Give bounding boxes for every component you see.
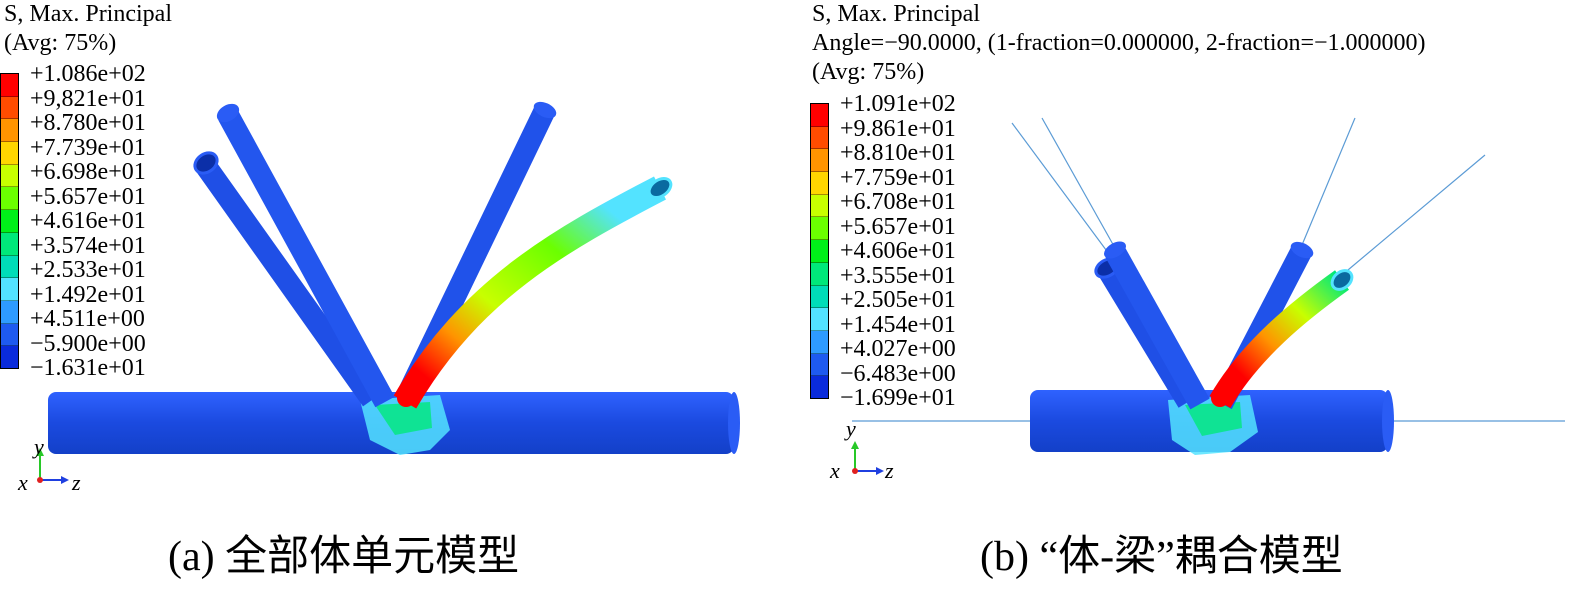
axis-z-label: z [885, 458, 894, 483]
legend-value: +4.606e+01 [840, 238, 956, 264]
legend-swatch [811, 285, 828, 309]
legend-swatch [1, 164, 18, 188]
legend-value: +8.810e+01 [840, 140, 956, 166]
legend-value: +1.454e+01 [840, 311, 956, 338]
legend-swatch [1, 142, 18, 165]
legend-swatch [811, 353, 828, 377]
legend-swatch [1, 255, 18, 279]
beam-elements [852, 117, 1565, 422]
legend-swatch [1, 232, 18, 256]
legend-value: +3.555e+01 [840, 262, 956, 289]
legend-value: −6.483e+00 [840, 360, 956, 387]
axis-triad [36, 448, 69, 484]
legend-value: +4.511e+00 [30, 306, 145, 332]
legend-value: +9,821e+01 [30, 85, 146, 112]
legend-swatch [1, 323, 18, 347]
legend-angle-line: Angle=−90.0000, (1-fraction=0.000000, 2-… [812, 30, 1426, 56]
legend-swatch [811, 172, 828, 195]
axis-y-label: y [846, 416, 856, 441]
contour-color-bar [810, 103, 829, 399]
brace-left-outer [193, 151, 381, 407]
legend-swatch [1, 96, 18, 120]
legend-swatch [1, 119, 18, 143]
legend-value: +1.091e+02 [840, 91, 956, 117]
axis-z-label: z [72, 470, 81, 495]
legend-value: +5.657e+01 [840, 213, 956, 240]
legend-value: +4.616e+01 [30, 208, 146, 234]
legend-value: −1.631e+01 [30, 355, 146, 381]
legend-swatch [811, 330, 828, 354]
legend-swatch [811, 104, 828, 127]
legend-value: +3.574e+01 [30, 232, 146, 259]
legend-value: −5.900e+00 [30, 330, 146, 357]
legend-swatch [811, 240, 828, 263]
legend-title-line: S, Max. Principal [4, 1, 172, 27]
legend-swatch [1, 187, 18, 211]
legend-swatch [811, 149, 828, 173]
legend-value: +7.739e+01 [30, 134, 146, 161]
legend-title: S, Max. Principal Angle=−90.0000, (1-fra… [812, 0, 1426, 87]
legend-value: +4.027e+00 [840, 336, 956, 362]
legend-swatch [1, 278, 18, 301]
panel-full-solid-model: S, Max. Principal (Avg: 75%) +1.086e+02 +… [0, 0, 740, 580]
hotspot [397, 389, 415, 407]
brace-right-curved-hot [1209, 269, 1354, 409]
legend-value: +1.086e+02 [30, 61, 146, 87]
legend-value: +6.708e+01 [840, 189, 956, 215]
legend-swatch [811, 217, 828, 241]
axis-x-label: x [830, 458, 840, 483]
legend-value: +5.657e+01 [30, 183, 146, 210]
legend-title-line: S, Max. Principal [812, 1, 980, 27]
brace-right-curved-hot [393, 176, 673, 409]
legend-value: +2.533e+01 [30, 257, 146, 283]
caption-b: (b) “体-梁”耦合模型 [980, 534, 1343, 580]
legend-value: +7.759e+01 [840, 164, 956, 191]
legend-avg-line: (Avg: 75%) [4, 30, 117, 56]
legend-swatch [811, 376, 828, 398]
legend-value: +6.698e+01 [30, 159, 146, 185]
legend-avg-line: (Avg: 75%) [812, 59, 925, 85]
legend-value: +1.492e+01 [30, 281, 146, 308]
legend-swatch [1, 210, 18, 233]
axis-x-label: x [18, 470, 28, 495]
axis-triad [851, 441, 884, 475]
legend-swatch [811, 262, 828, 286]
brace-left-inner [1104, 241, 1210, 410]
legend-swatch [811, 308, 828, 331]
legend-swatch [1, 74, 18, 97]
legend-value: +2.505e+01 [840, 287, 956, 313]
stress-contour-model [48, 101, 740, 455]
joint-stress-core [1185, 402, 1242, 436]
legend-swatch [1, 346, 18, 368]
legend-swatch [811, 194, 828, 218]
legend-swatch [1, 300, 18, 324]
panel-solid-beam-coupled-model: S, Max. Principal Angle=−90.0000, (1-fra… [790, 0, 1575, 590]
joint-stress-core [375, 402, 432, 435]
legend-value: +9.861e+01 [840, 115, 956, 142]
legend-swatch [811, 126, 828, 150]
caption-a: (a) 全部体单元模型 [168, 534, 520, 580]
legend-title: S, Max. Principal (Avg: 75%) [4, 0, 172, 58]
axis-y-label: y [34, 434, 44, 459]
hotspot [1211, 389, 1229, 407]
legend-value: −1.699e+01 [840, 385, 956, 411]
contour-color-bar [0, 73, 19, 369]
legend-value: +8.780e+01 [30, 110, 146, 136]
brace-left-inner [216, 103, 395, 408]
stress-contour-model [852, 117, 1565, 455]
